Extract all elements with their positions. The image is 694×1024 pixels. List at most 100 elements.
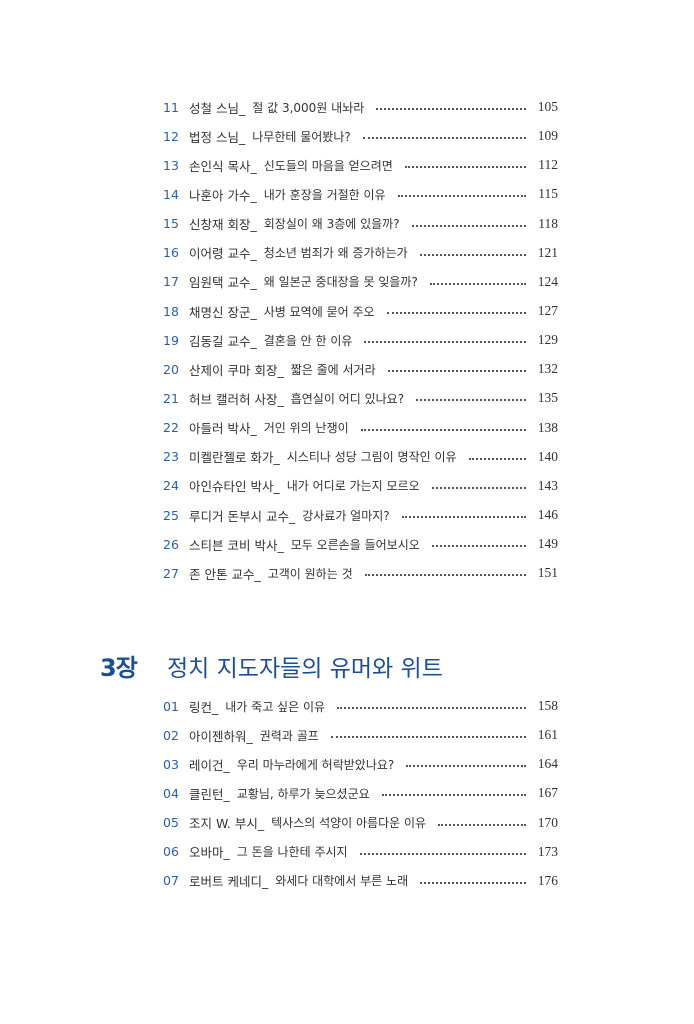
page-number: 170 bbox=[537, 814, 558, 830]
page-number: 118 bbox=[538, 215, 558, 231]
entry-number: 14 bbox=[163, 186, 179, 202]
toc-list-chapter-3: 01 링컨_ 내가 죽고 싶은 이유 158 02 아이젠하워_ 권력과 골프 161 03 레이… bbox=[163, 692, 558, 896]
dot-leader bbox=[431, 545, 526, 548]
dot-leader bbox=[337, 707, 526, 710]
entry-title: 그 돈을 나한테 주시지 bbox=[236, 845, 348, 860]
entry-person: 손인식 목사_ bbox=[189, 158, 257, 174]
page-number: 115 bbox=[538, 186, 558, 202]
toc-entry: 20 산제이 쿠마 회장_ 짧은 줄에 서거라 132 bbox=[163, 355, 558, 384]
entry-person: 존 안톤 교수_ bbox=[189, 566, 261, 582]
entry-person: 허브 캘러허 사장_ bbox=[189, 391, 284, 407]
entry-number: 05 bbox=[163, 815, 179, 831]
dot-leader bbox=[330, 736, 526, 739]
page-number: 109 bbox=[537, 128, 558, 144]
entry-number: 07 bbox=[163, 873, 179, 889]
entry-person: 법정 스님_ bbox=[189, 129, 246, 145]
entry-title: 내가 훈장을 거절한 이유 bbox=[263, 187, 386, 202]
entry-number: 18 bbox=[163, 303, 179, 319]
page-number: 167 bbox=[537, 785, 558, 801]
entry-title: 절 값 3,000원 내놔라 bbox=[252, 100, 365, 115]
chapter-number: 3장 bbox=[100, 654, 138, 682]
dot-leader bbox=[362, 137, 526, 140]
page-number: 151 bbox=[537, 565, 558, 581]
entry-person: 신창재 회장_ bbox=[189, 217, 257, 233]
dot-leader bbox=[381, 794, 526, 797]
dot-leader bbox=[359, 852, 526, 855]
dot-leader bbox=[360, 428, 526, 431]
entry-person: 링컨_ bbox=[189, 699, 219, 715]
entry-title: 나무한테 물어봤나? bbox=[252, 129, 351, 144]
toc-entry: 07 로버트 케네디_ 와세다 대학에서 부른 노래 176 bbox=[163, 866, 558, 895]
entry-person: 김동길 교수_ bbox=[189, 333, 257, 349]
page-number: 127 bbox=[537, 303, 558, 319]
toc-list-section: 11 성철 스님_ 절 값 3,000원 내놔라 105 12 법정 스님_ 나무한테 물어… bbox=[163, 93, 558, 588]
dot-leader bbox=[376, 108, 526, 111]
dot-leader bbox=[438, 823, 526, 826]
toc-entry: 18 채명신 장군_ 사병 묘역에 묻어 주오 127 bbox=[163, 296, 558, 325]
entry-number: 19 bbox=[163, 332, 179, 348]
dot-leader bbox=[364, 341, 526, 344]
dot-leader bbox=[397, 195, 526, 198]
entry-number: 16 bbox=[163, 245, 179, 261]
page-number: 105 bbox=[537, 99, 558, 115]
toc-entry: 05 조지 W. 부시_ 텍사스의 석양이 아름다운 이유 170 bbox=[163, 808, 558, 837]
toc-entry: 15 신창재 회장_ 회장실이 왜 3층에 있을까? 118 bbox=[163, 209, 558, 238]
entry-person: 로버트 케네디_ bbox=[189, 874, 269, 890]
entry-number: 02 bbox=[163, 727, 179, 743]
entry-person: 루디거 돈부시 교수_ bbox=[189, 508, 296, 524]
dot-leader bbox=[387, 370, 526, 373]
toc-entry: 12 법정 스님_ 나무한테 물어봤나? 109 bbox=[163, 122, 558, 151]
dot-leader bbox=[429, 282, 526, 285]
entry-title: 결혼을 안 한 이유 bbox=[263, 333, 353, 348]
page-number: 129 bbox=[537, 332, 558, 348]
entry-number: 17 bbox=[163, 274, 179, 290]
entry-person: 아인슈타인 박사_ bbox=[189, 479, 280, 495]
toc-entry: 27 존 안톤 교수_ 고객이 원하는 것 151 bbox=[163, 559, 558, 588]
entry-person: 산제이 쿠마 회장_ bbox=[189, 362, 284, 378]
entry-number: 11 bbox=[163, 99, 179, 115]
entry-number: 25 bbox=[163, 507, 179, 523]
entry-person: 레이건_ bbox=[189, 757, 230, 773]
entry-person: 이어령 교수_ bbox=[189, 246, 257, 262]
entry-number: 26 bbox=[163, 536, 179, 552]
entry-title: 강사료가 얼마지? bbox=[302, 508, 390, 523]
toc-entry: 14 나훈아 가수_ 내가 훈장을 거절한 이유 115 bbox=[163, 180, 558, 209]
entry-title: 짧은 줄에 서거라 bbox=[290, 362, 376, 377]
dot-leader bbox=[431, 486, 526, 489]
toc-entry: 21 허브 캘러허 사장_ 흡연실이 어디 있나요? 135 bbox=[163, 384, 558, 413]
chapter-heading: 3장 정치 지도자들의 유머와 위트 bbox=[100, 648, 443, 683]
entry-person: 미켈란젤로 화가_ bbox=[189, 450, 280, 466]
page-number: 124 bbox=[537, 273, 558, 289]
page-number: 149 bbox=[537, 536, 558, 552]
toc-entry: 06 오바마_ 그 돈을 나한테 주시지 173 bbox=[163, 837, 558, 866]
entry-title: 신도들의 마음을 얻으려면 bbox=[263, 158, 393, 173]
entry-number: 21 bbox=[163, 390, 179, 406]
dot-leader bbox=[468, 457, 526, 460]
toc-entry: 25 루디거 돈부시 교수_ 강사료가 얼마지? 146 bbox=[163, 500, 558, 529]
entry-person: 성철 스님_ bbox=[189, 100, 246, 116]
entry-title: 회장실이 왜 3층에 있을까? bbox=[263, 217, 400, 232]
entry-person: 임원택 교수_ bbox=[189, 275, 257, 291]
entry-person: 아이젠하워_ bbox=[189, 728, 253, 744]
entry-number: 01 bbox=[163, 698, 179, 714]
entry-title: 내가 어디로 가는지 모르오 bbox=[286, 479, 420, 494]
entry-number: 27 bbox=[163, 565, 179, 581]
entry-title: 고객이 원하는 것 bbox=[267, 566, 353, 581]
dot-leader bbox=[416, 399, 526, 402]
dot-leader bbox=[364, 574, 526, 577]
page-number: 140 bbox=[537, 448, 558, 464]
entry-number: 20 bbox=[163, 361, 179, 377]
entry-title: 청소년 범죄가 왜 증가하는가 bbox=[263, 246, 408, 261]
page-number: 164 bbox=[537, 756, 558, 772]
entry-number: 03 bbox=[163, 756, 179, 772]
entry-title: 우리 마누라에게 허락받았나요? bbox=[236, 757, 395, 772]
entry-person: 채명신 장군_ bbox=[189, 304, 257, 320]
entry-person: 스티븐 코비 박사_ bbox=[189, 537, 284, 553]
entry-title: 거인 위의 난쟁이 bbox=[263, 421, 349, 436]
page-number: 138 bbox=[537, 419, 558, 435]
entry-number: 12 bbox=[163, 128, 179, 144]
dot-leader bbox=[404, 166, 526, 169]
entry-title: 와세다 대학에서 부른 노래 bbox=[275, 874, 409, 889]
entry-number: 22 bbox=[163, 420, 179, 436]
page-number: 132 bbox=[537, 361, 558, 377]
